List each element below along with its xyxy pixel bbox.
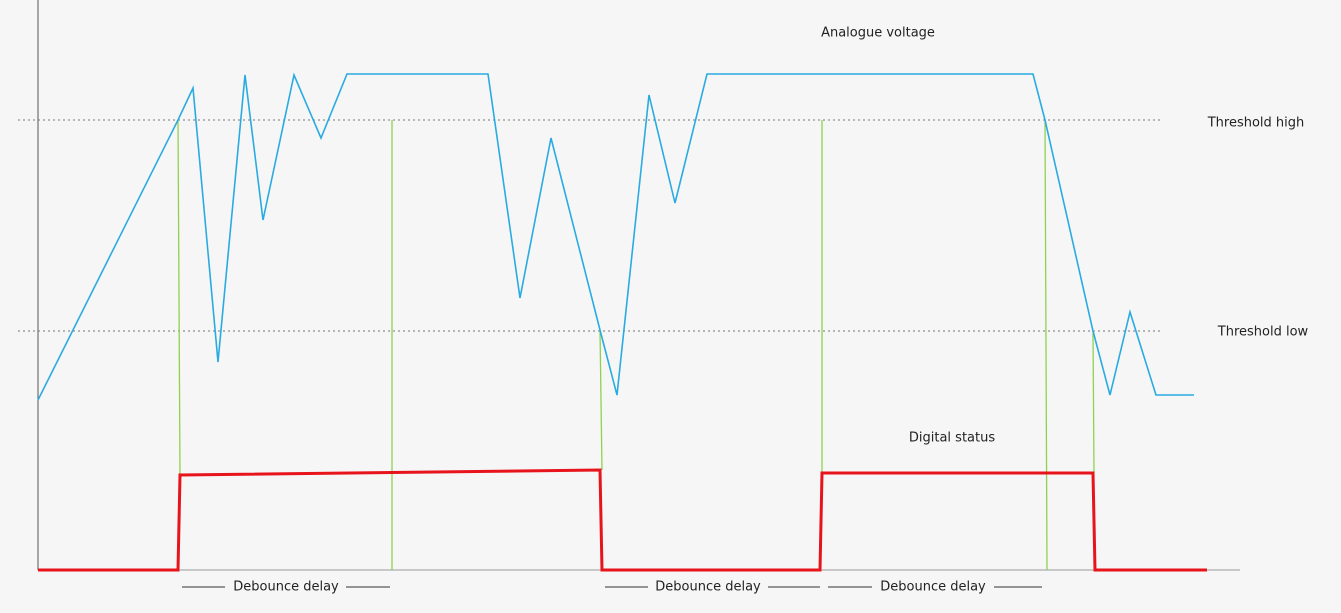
debounce-markers	[177, 119, 1095, 571]
digital-label: Digital status	[909, 431, 995, 446]
marker	[1044, 119, 1048, 571]
marker	[177, 119, 181, 476]
digital-signal	[38, 468, 1207, 572]
threshold-low-label: Threshold low	[1217, 325, 1309, 340]
debounce-label: Debounce delay	[655, 580, 761, 595]
marker	[1092, 330, 1095, 474]
threshold-high-label: Threshold high	[1207, 116, 1305, 131]
marker	[599, 329, 603, 471]
analogue-label: Analogue voltage	[821, 26, 935, 41]
debounce-label: Debounce delay	[880, 580, 986, 595]
analogue-signal	[37, 72, 1194, 401]
debounce-label: Debounce delay	[233, 580, 339, 595]
